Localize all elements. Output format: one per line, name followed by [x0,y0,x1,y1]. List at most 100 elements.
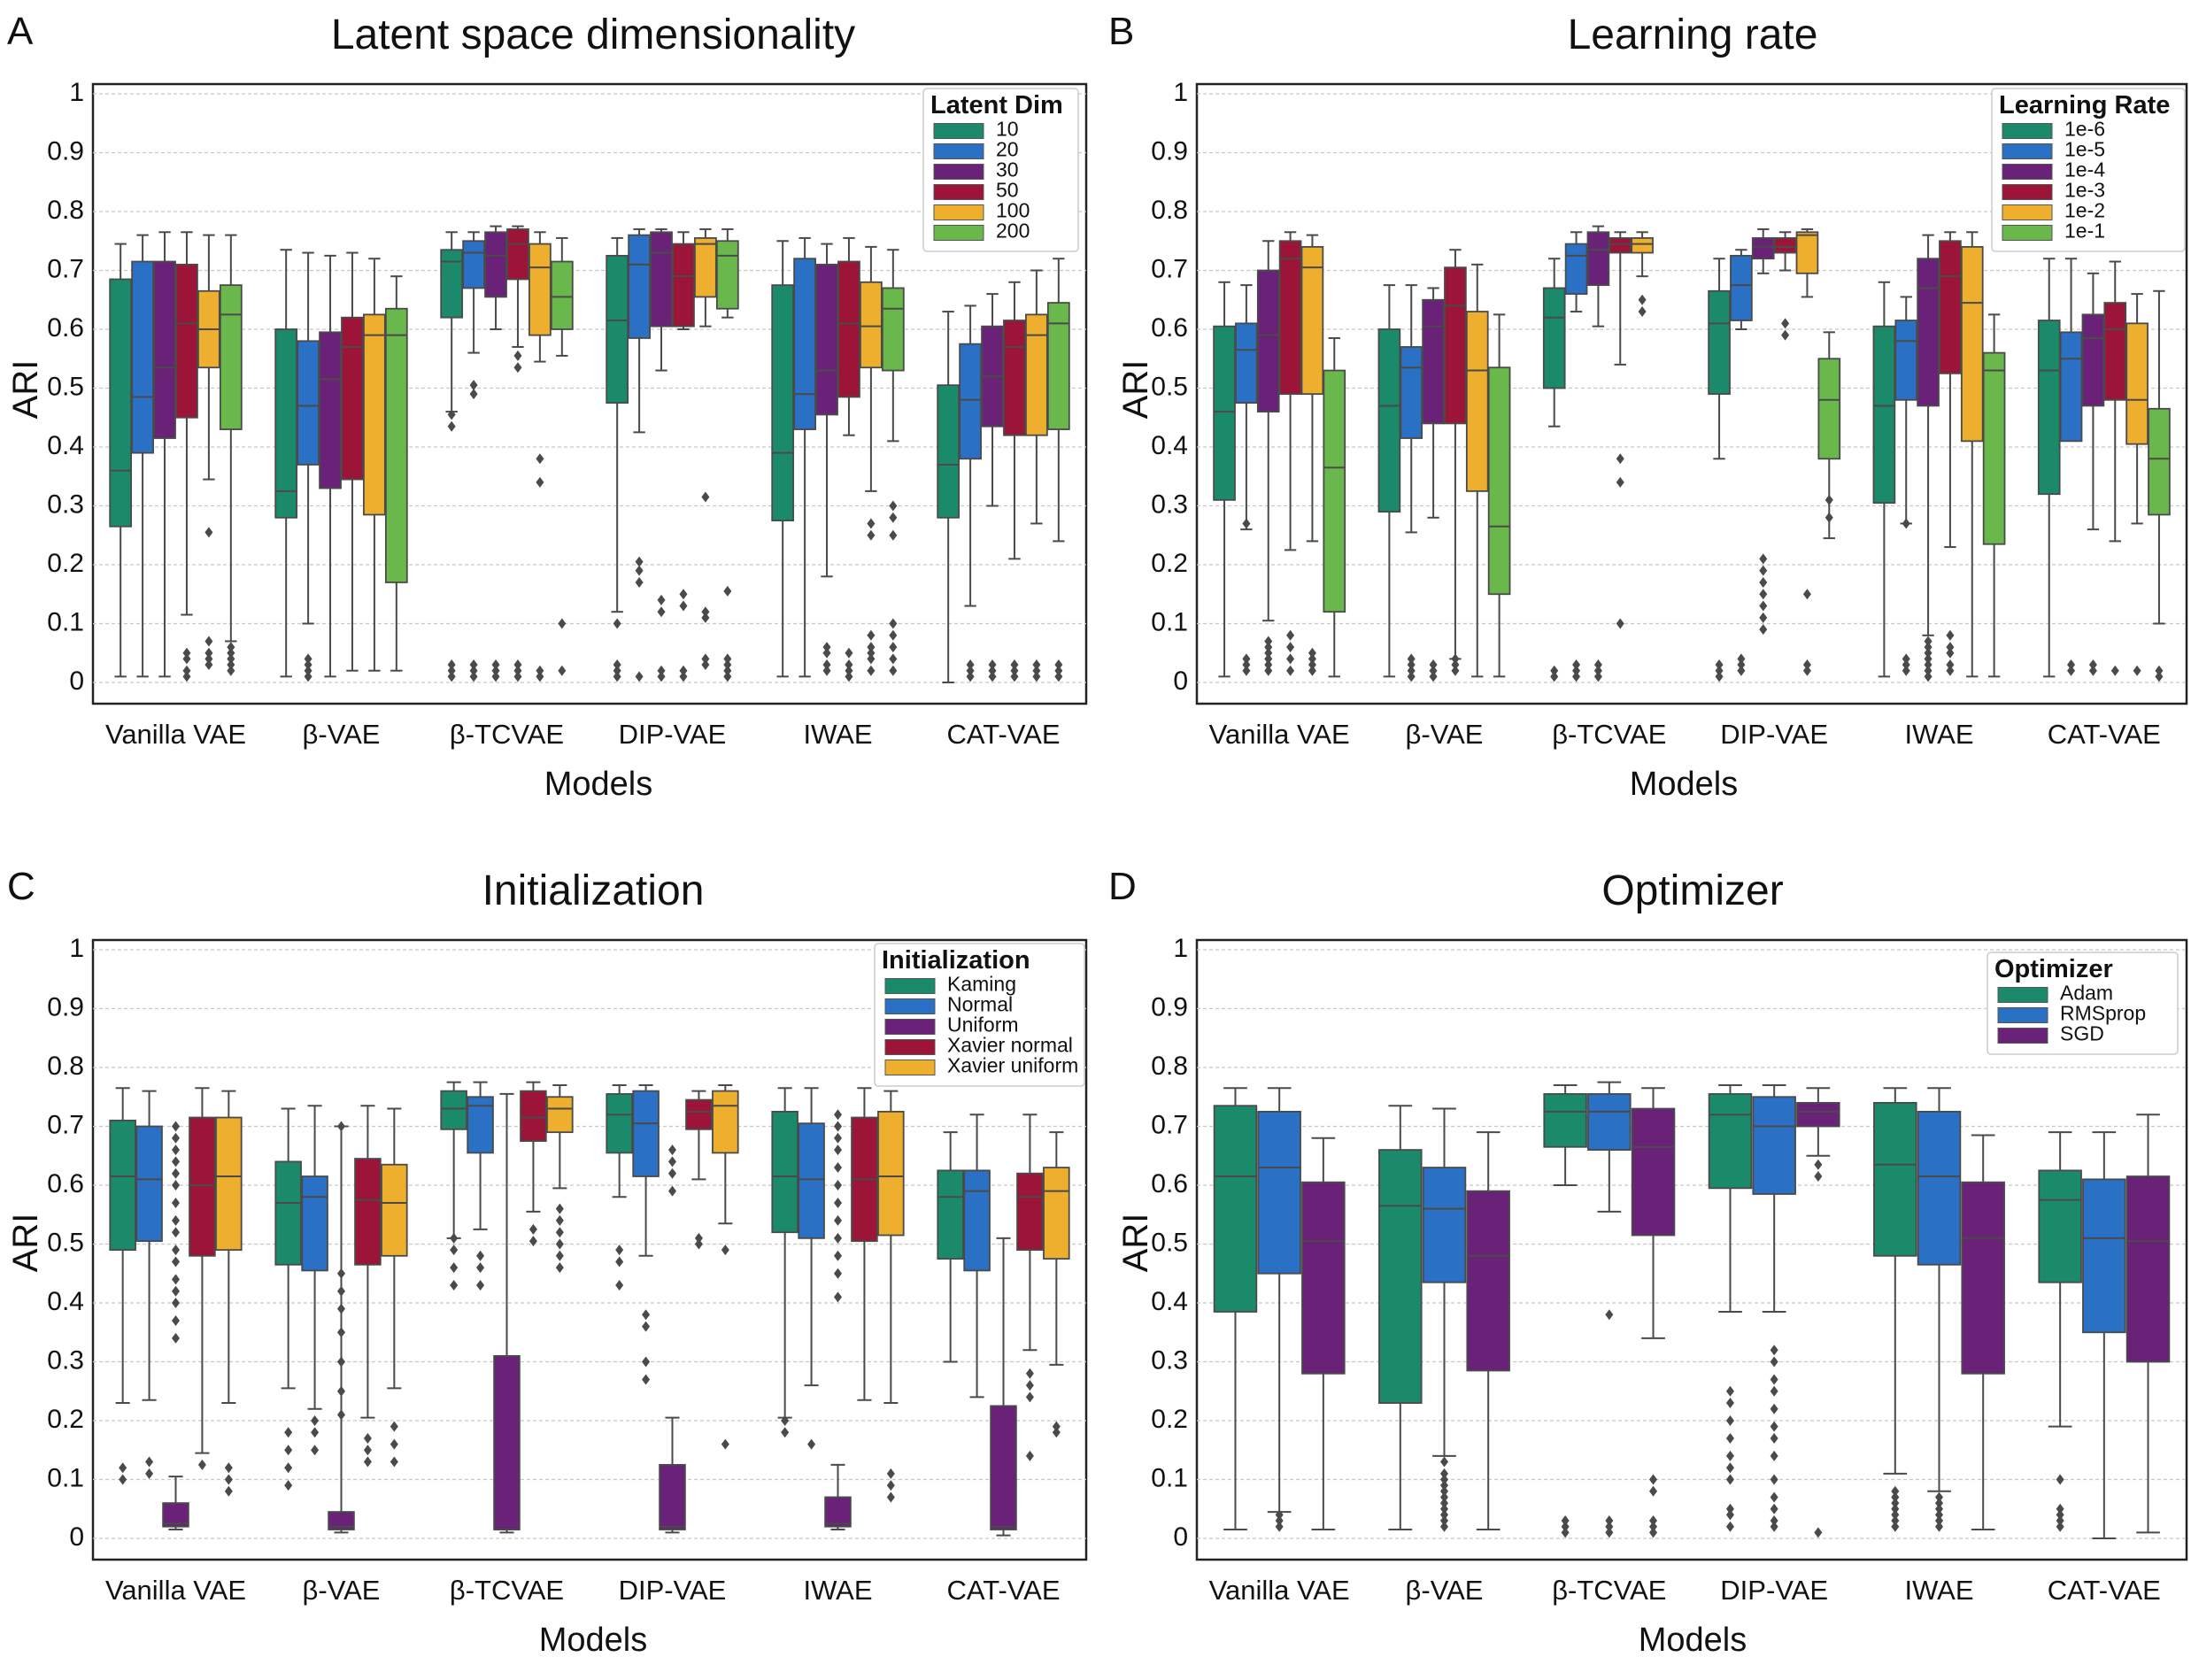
y-axis-label: ARI [1116,360,1155,420]
y-tick-label: 0.7 [1151,1110,1188,1139]
box-sgd [1466,1131,1510,1531]
outlier-point [1308,665,1316,676]
outlier-point [1935,1498,1943,1509]
outlier-point [1725,1450,1734,1461]
outlier-point [1759,589,1768,600]
panel-letter: A [7,10,34,53]
x-tick-label: DIP-VAE [1720,719,1828,750]
box [1586,231,1610,287]
outlier-point [1429,659,1438,671]
outlier-point [1616,476,1624,488]
box [274,328,298,519]
box [1487,366,1511,596]
outlier-point [1605,1309,1614,1321]
box [937,1169,964,1260]
legend-swatch [2002,204,2053,220]
outlier-point [1440,1498,1448,1509]
outlier-point [513,665,522,676]
x-tick-label: DIP-VAE [1720,1575,1828,1606]
y-tick-label: 1 [1173,934,1188,963]
x-tick-label: β-TCVAE [1552,1575,1666,1606]
legend-label: 10 [996,118,1019,141]
outlier-point [1814,1159,1823,1170]
outlier-point [1770,1421,1778,1432]
outlier-point [615,1280,624,1291]
box [1466,1190,1510,1372]
outlier-point [1308,647,1316,659]
outlier-point [2056,1509,2064,1521]
box [1043,1167,1070,1260]
box [672,243,695,328]
outlier-point [555,1203,564,1214]
box-50 [341,251,364,672]
legend-swatch [884,978,936,994]
outlier-point [657,665,666,676]
outlier-point [172,1121,180,1132]
legend-swatch [2002,164,2053,180]
outlier-point [1924,671,1933,682]
outlier-point [1561,1527,1570,1538]
box-adam [1213,1087,1258,1531]
box-200 [384,275,408,672]
box-1e-3 [2103,260,2127,676]
outlier-point [668,1156,676,1168]
outlier-point [723,585,732,597]
outlier-point [1946,647,1955,659]
x-tick-label: Vanilla VAE [105,719,246,750]
outlier-point [227,659,235,671]
box-1e-6 [1377,284,1401,678]
outlier-point [1802,665,1811,676]
outlier-point [536,476,544,488]
outlier-point [227,653,235,665]
legend-swatch [884,1019,936,1035]
outlier-point [845,659,853,671]
legend-label: SGD [2060,1022,2104,1045]
x-tick-label: Vanilla VAE [1209,1575,1350,1606]
outlier-point [1649,1474,1658,1485]
outlier-point [1725,1385,1734,1397]
outlier-point [1737,665,1746,676]
outlier-point [363,1456,372,1468]
box-normal [632,1083,660,1385]
box [632,1090,660,1177]
outlier-point [204,527,213,538]
outlier-point [337,1327,345,1338]
legend-label: 1e-1 [2064,220,2105,243]
outlier-point [1440,1468,1448,1479]
box-rmsprop [2082,1131,2126,1539]
box-1e-1 [1982,313,2006,678]
outlier-point [1242,653,1251,665]
x-tick-label: β-VAE [303,719,381,750]
outlier-point [867,642,876,653]
box-10 [937,311,960,683]
outlier-point [1286,653,1295,665]
outlier-point [1725,1474,1734,1485]
outlier-point [613,618,621,629]
outlier-point [1891,1503,1900,1514]
box-1e-3 [1444,249,1467,676]
box-1e-6 [1872,281,1896,678]
outlier-point [204,647,213,659]
outlier-point [834,1121,842,1132]
box [520,1090,547,1143]
box-100 [363,258,386,672]
outlier-point [1759,612,1768,623]
box-1e-3 [1773,231,1797,341]
y-tick-label: 0.5 [1151,1228,1188,1257]
legend-label: 1e-5 [2064,138,2105,161]
x-tick-label: β-VAE [303,1575,381,1606]
box [219,284,243,430]
outlier-point [536,671,544,682]
box-1e-4 [1422,287,1445,682]
outlier-point [1308,653,1316,665]
outlier-point [1802,589,1811,600]
outlier-point [668,1144,676,1156]
outlier-point [1759,624,1768,636]
outlier-point [476,1262,485,1274]
outlier-point [679,671,688,682]
box-1e-4 [1586,225,1610,682]
outlier-point [723,671,732,682]
outlier-point [1052,1421,1061,1432]
box [546,1096,574,1134]
outlier-point [889,653,898,665]
